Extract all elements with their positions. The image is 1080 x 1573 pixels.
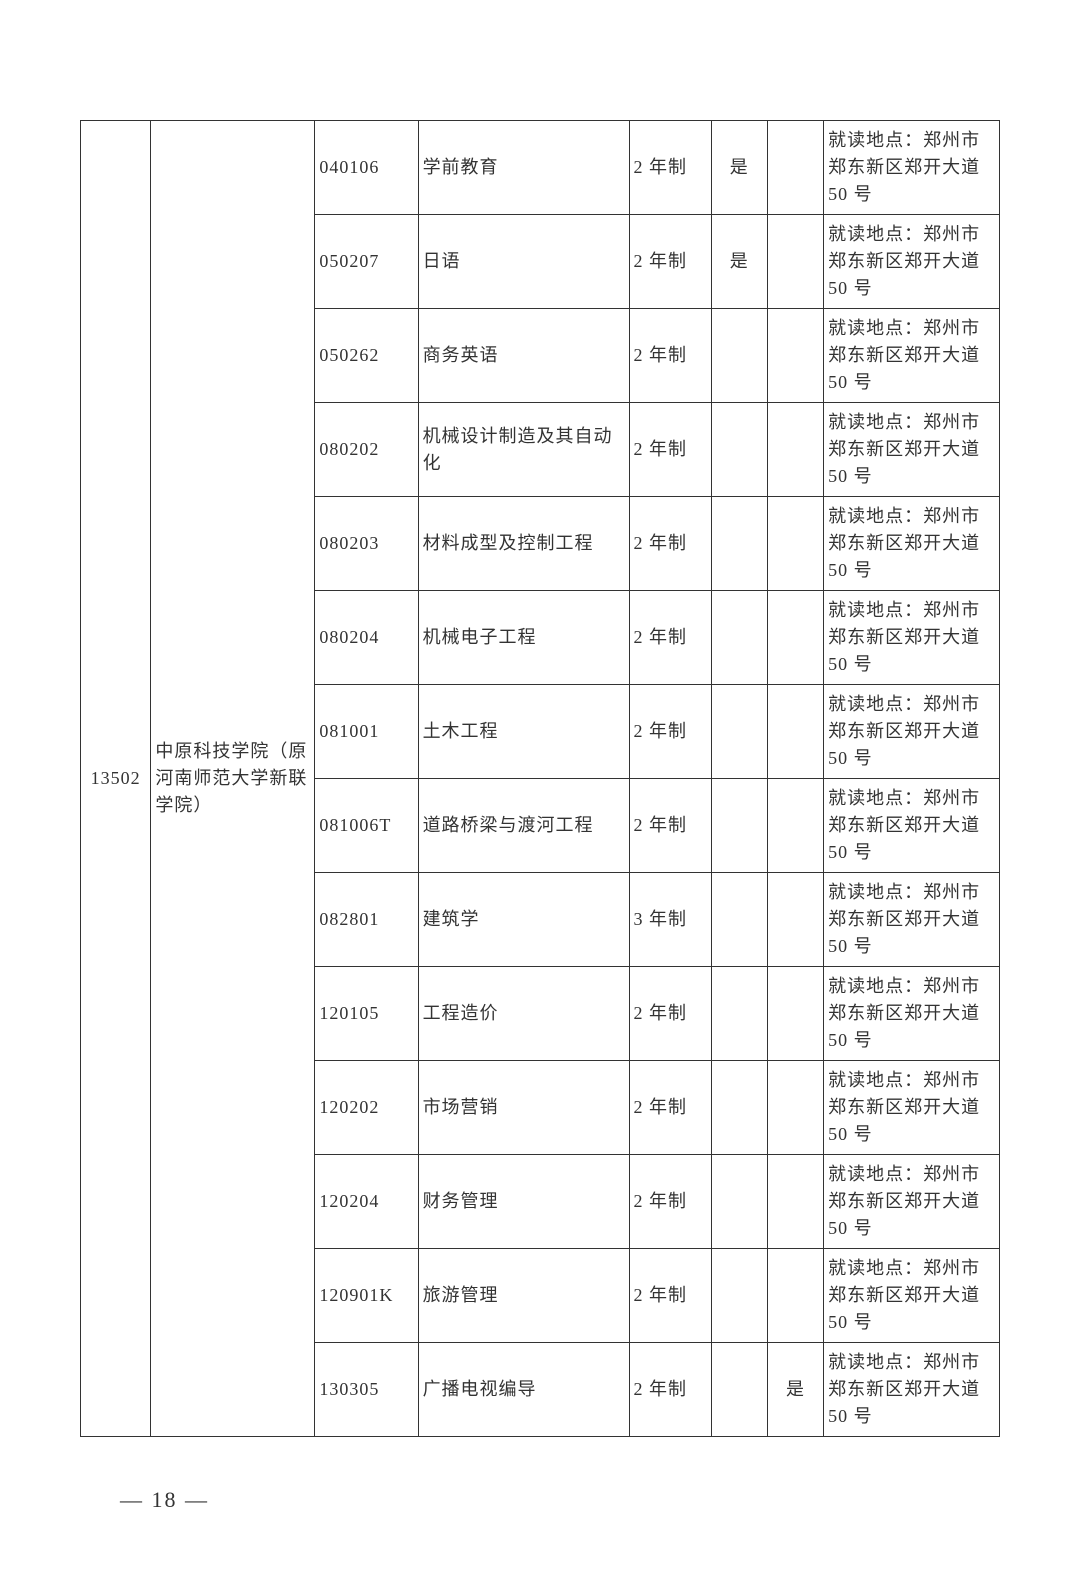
flag2-cell	[767, 873, 823, 967]
major-name-cell: 机械设计制造及其自动化	[418, 403, 629, 497]
major-name-cell: 市场营销	[418, 1061, 629, 1155]
flag1-cell: 是	[711, 121, 767, 215]
duration-cell: 2 年制	[629, 779, 711, 873]
major-code-cell: 120901K	[315, 1249, 418, 1343]
duration-cell: 2 年制	[629, 403, 711, 497]
major-code-cell: 040106	[315, 121, 418, 215]
location-cell: 就读地点：郑州市郑东新区郑开大道 50 号	[824, 779, 1000, 873]
flag2-cell	[767, 309, 823, 403]
duration-cell: 2 年制	[629, 497, 711, 591]
flag1-cell: 是	[711, 215, 767, 309]
major-name-cell: 机械电子工程	[418, 591, 629, 685]
location-cell: 就读地点：郑州市郑东新区郑开大道 50 号	[824, 1061, 1000, 1155]
major-name-cell: 广播电视编导	[418, 1343, 629, 1437]
major-name-cell: 旅游管理	[418, 1249, 629, 1343]
major-code-cell: 050207	[315, 215, 418, 309]
major-name-cell: 材料成型及控制工程	[418, 497, 629, 591]
duration-cell: 2 年制	[629, 121, 711, 215]
flag1-cell	[711, 1061, 767, 1155]
major-code-cell: 120204	[315, 1155, 418, 1249]
major-name-cell: 财务管理	[418, 1155, 629, 1249]
major-code-cell: 130305	[315, 1343, 418, 1437]
duration-cell: 2 年制	[629, 1249, 711, 1343]
major-name-cell: 工程造价	[418, 967, 629, 1061]
table-body: 13502 中原科技学院（原河南师范大学新联学院） 040106 学前教育 2 …	[81, 121, 1000, 1437]
major-name-cell: 商务英语	[418, 309, 629, 403]
flag1-cell	[711, 779, 767, 873]
flag1-cell	[711, 309, 767, 403]
major-code-cell: 081006T	[315, 779, 418, 873]
program-table: 13502 中原科技学院（原河南师范大学新联学院） 040106 学前教育 2 …	[80, 120, 1000, 1437]
duration-cell: 2 年制	[629, 591, 711, 685]
duration-cell: 2 年制	[629, 215, 711, 309]
major-name-cell: 日语	[418, 215, 629, 309]
location-cell: 就读地点：郑州市郑东新区郑开大道 50 号	[824, 1249, 1000, 1343]
flag2-cell: 是	[767, 1343, 823, 1437]
major-code-cell: 082801	[315, 873, 418, 967]
location-cell: 就读地点：郑州市郑东新区郑开大道 50 号	[824, 309, 1000, 403]
duration-cell: 2 年制	[629, 1061, 711, 1155]
major-name-cell: 道路桥梁与渡河工程	[418, 779, 629, 873]
flag1-cell	[711, 591, 767, 685]
duration-cell: 2 年制	[629, 1155, 711, 1249]
location-cell: 就读地点：郑州市郑东新区郑开大道 50 号	[824, 497, 1000, 591]
flag2-cell	[767, 1155, 823, 1249]
flag1-cell	[711, 967, 767, 1061]
school-name-cell: 中原科技学院（原河南师范大学新联学院）	[151, 121, 315, 1437]
flag1-cell	[711, 1343, 767, 1437]
flag2-cell	[767, 121, 823, 215]
flag1-cell	[711, 685, 767, 779]
flag1-cell	[711, 1249, 767, 1343]
school-code-cell: 13502	[81, 121, 151, 1437]
flag1-cell	[711, 873, 767, 967]
flag2-cell	[767, 215, 823, 309]
major-code-cell: 080202	[315, 403, 418, 497]
location-cell: 就读地点：郑州市郑东新区郑开大道 50 号	[824, 591, 1000, 685]
flag2-cell	[767, 779, 823, 873]
major-name-cell: 土木工程	[418, 685, 629, 779]
page-number: — 18 —	[80, 1487, 1000, 1513]
duration-cell: 2 年制	[629, 309, 711, 403]
location-cell: 就读地点：郑州市郑东新区郑开大道 50 号	[824, 873, 1000, 967]
flag2-cell	[767, 1061, 823, 1155]
location-cell: 就读地点：郑州市郑东新区郑开大道 50 号	[824, 1155, 1000, 1249]
location-cell: 就读地点：郑州市郑东新区郑开大道 50 号	[824, 1343, 1000, 1437]
major-code-cell: 120202	[315, 1061, 418, 1155]
major-code-cell: 080203	[315, 497, 418, 591]
duration-cell: 3 年制	[629, 873, 711, 967]
location-cell: 就读地点：郑州市郑东新区郑开大道 50 号	[824, 685, 1000, 779]
flag1-cell	[711, 497, 767, 591]
major-code-cell: 120105	[315, 967, 418, 1061]
major-name-cell: 建筑学	[418, 873, 629, 967]
flag2-cell	[767, 1249, 823, 1343]
location-cell: 就读地点：郑州市郑东新区郑开大道 50 号	[824, 121, 1000, 215]
major-name-cell: 学前教育	[418, 121, 629, 215]
duration-cell: 2 年制	[629, 685, 711, 779]
flag1-cell	[711, 403, 767, 497]
flag2-cell	[767, 685, 823, 779]
major-code-cell: 050262	[315, 309, 418, 403]
duration-cell: 2 年制	[629, 1343, 711, 1437]
major-code-cell: 081001	[315, 685, 418, 779]
flag2-cell	[767, 497, 823, 591]
document-page: 13502 中原科技学院（原河南师范大学新联学院） 040106 学前教育 2 …	[0, 0, 1080, 1573]
major-code-cell: 080204	[315, 591, 418, 685]
flag2-cell	[767, 591, 823, 685]
duration-cell: 2 年制	[629, 967, 711, 1061]
flag2-cell	[767, 403, 823, 497]
table-row: 13502 中原科技学院（原河南师范大学新联学院） 040106 学前教育 2 …	[81, 121, 1000, 215]
flag2-cell	[767, 967, 823, 1061]
location-cell: 就读地点：郑州市郑东新区郑开大道 50 号	[824, 967, 1000, 1061]
flag1-cell	[711, 1155, 767, 1249]
location-cell: 就读地点：郑州市郑东新区郑开大道 50 号	[824, 215, 1000, 309]
location-cell: 就读地点：郑州市郑东新区郑开大道 50 号	[824, 403, 1000, 497]
